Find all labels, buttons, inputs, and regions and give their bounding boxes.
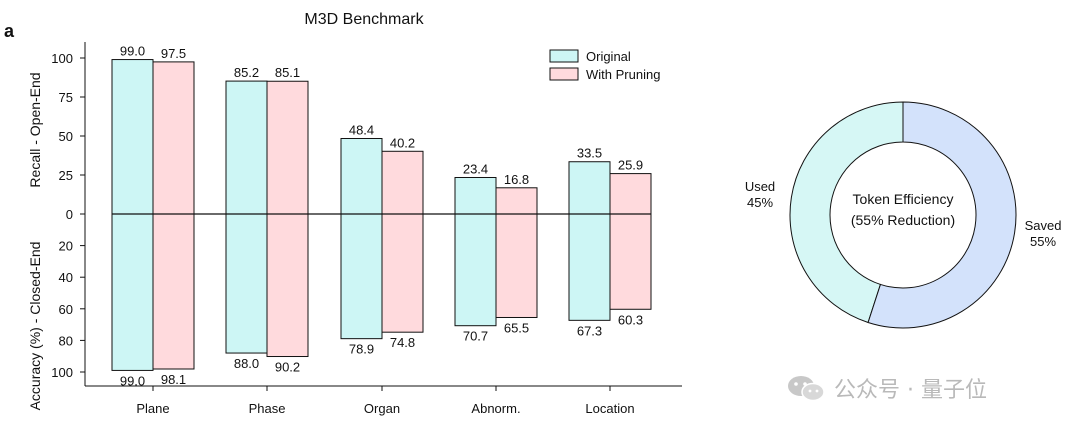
bar-open-original-abnorm xyxy=(454,176,497,215)
bar-label-open-with-pruning-phase: 85.1 xyxy=(275,65,300,80)
bar-label-closed-original-plane: 99.0 xyxy=(120,373,145,388)
bar-chart-bars xyxy=(111,59,652,371)
category-labels: Plane Phase Organ Abnorm. Location xyxy=(136,386,635,416)
bar-open-original-organ xyxy=(340,137,383,215)
bar-open-original-location xyxy=(568,161,611,215)
y-tick-label: 60 xyxy=(59,302,73,317)
donut-slice-labels: Used 45% Saved 55% xyxy=(745,179,1062,249)
bar-closed-with-pruning-plane xyxy=(152,213,195,370)
y-axis-title-top: Recall - Open-End xyxy=(27,72,43,187)
bar-label-closed-original-abnorm: 70.7 xyxy=(463,329,488,344)
category-label-location: Location xyxy=(585,401,634,416)
bar-closed-original-phase xyxy=(225,213,268,354)
bar-closed-original-location xyxy=(568,213,611,321)
y-tick-label: 20 xyxy=(59,239,73,254)
category-label-phase: Phase xyxy=(249,401,286,416)
bar-label-closed-with-pruning-phase: 90.2 xyxy=(275,360,300,375)
bar-open-with-pruning-organ xyxy=(381,150,424,215)
slice-value-saved: 55% xyxy=(1030,234,1056,249)
bar-label-open-with-pruning-organ: 40.2 xyxy=(390,135,415,150)
chart-title: M3D Benchmark xyxy=(304,11,424,28)
bar-label-open-original-location: 33.5 xyxy=(577,146,602,161)
bar-closed-original-organ xyxy=(340,213,383,340)
bar-label-open-with-pruning-abnorm: 16.8 xyxy=(504,172,529,187)
legend-label-pruning: With Pruning xyxy=(586,67,660,82)
category-label-organ: Organ xyxy=(364,401,400,416)
watermark-text: 公众号 · 量子位 xyxy=(834,378,987,403)
y-tick-label: 25 xyxy=(59,168,73,183)
y-tick-label: 100 xyxy=(51,365,73,380)
slice-label-used: Used xyxy=(745,179,775,194)
bar-open-with-pruning-plane xyxy=(152,61,195,215)
bar-label-closed-with-pruning-organ: 74.8 xyxy=(390,335,415,350)
token-efficiency-donut xyxy=(789,101,1017,329)
bar-label-open-original-plane: 99.0 xyxy=(120,44,145,59)
legend-label-original: Original xyxy=(586,49,631,64)
slice-value-used: 45% xyxy=(747,195,773,210)
bar-label-open-original-abnorm: 23.4 xyxy=(463,161,488,176)
legend-swatch-original xyxy=(549,49,579,63)
bar-closed-with-pruning-phase xyxy=(266,213,309,358)
y-tick-label: 75 xyxy=(59,90,73,105)
donut-center-label-1: Token Efficiency xyxy=(853,191,954,207)
bar-open-with-pruning-phase xyxy=(266,80,309,215)
bar-closed-with-pruning-abnorm xyxy=(495,213,538,318)
bar-value-labels: 99.0 99.0 97.5 98.1 85.2 88.0 85.1 90.2 48.4 78.9… xyxy=(120,44,643,389)
y-tick-label: 50 xyxy=(59,129,73,144)
bar-label-open-with-pruning-location: 25.9 xyxy=(618,158,643,173)
category-label-abnorm: Abnorm. xyxy=(471,401,520,416)
bar-label-closed-original-location: 67.3 xyxy=(577,323,602,338)
watermark: 公众号 · 量子位 xyxy=(786,372,987,404)
bar-open-with-pruning-location xyxy=(609,173,652,215)
legend-swatch-pruning xyxy=(549,67,579,81)
bar-open-original-plane xyxy=(111,59,154,215)
bar-label-open-with-pruning-plane: 97.5 xyxy=(161,46,186,61)
bar-label-closed-original-phase: 88.0 xyxy=(234,356,259,371)
y-tick-label: 0 xyxy=(66,207,73,222)
bar-label-closed-with-pruning-abnorm: 65.5 xyxy=(504,320,529,335)
category-label-plane: Plane xyxy=(136,401,169,416)
bar-closed-with-pruning-organ xyxy=(381,213,424,333)
y-tick-label: 40 xyxy=(59,270,73,285)
slice-label-saved: Saved xyxy=(1025,218,1062,233)
wechat-icon xyxy=(788,376,825,402)
y-tick-label: 80 xyxy=(59,333,73,348)
bar-open-with-pruning-abnorm xyxy=(495,187,538,215)
bar-label-closed-with-pruning-plane: 98.1 xyxy=(161,372,186,387)
bar-closed-with-pruning-location xyxy=(609,213,652,310)
bar-label-open-original-organ: 48.4 xyxy=(349,122,374,137)
bar-open-original-phase xyxy=(225,80,268,215)
donut-slice-saved xyxy=(867,101,1017,329)
bar-closed-original-plane xyxy=(111,213,154,371)
legend: Original With Pruning xyxy=(549,49,660,82)
bar-chart-axes: 0 25 50 75 100 20 40 60 80 100 xyxy=(51,42,682,387)
bar-label-closed-original-organ: 78.9 xyxy=(349,342,374,357)
y-axis-title-bottom: Accuracy (%) - Closed-End xyxy=(27,242,43,411)
donut-center-label-2: (55% Reduction) xyxy=(851,212,955,228)
bar-closed-original-abnorm xyxy=(454,213,497,327)
y-tick-label: 100 xyxy=(51,51,73,66)
panel-label: a xyxy=(4,21,15,41)
bar-label-closed-with-pruning-location: 60.3 xyxy=(618,312,643,327)
donut-slice-used xyxy=(789,101,904,324)
bar-label-open-original-phase: 85.2 xyxy=(234,65,259,80)
